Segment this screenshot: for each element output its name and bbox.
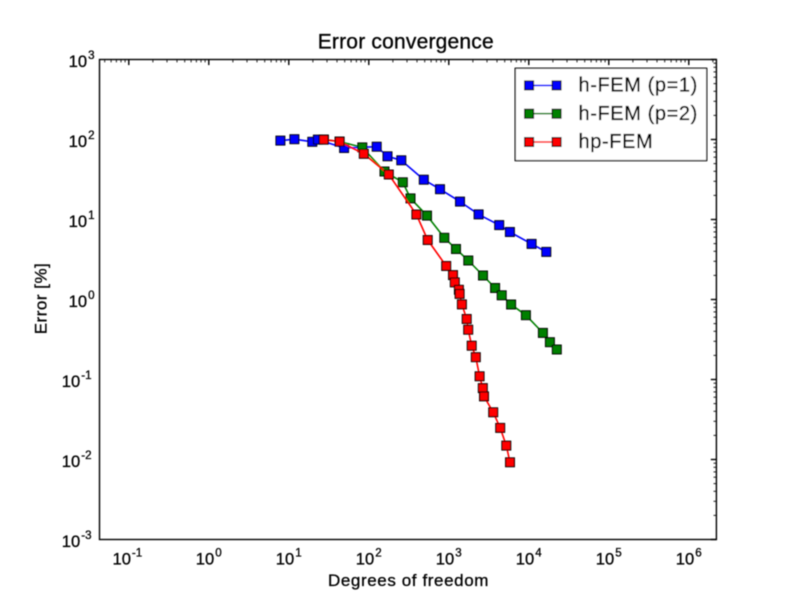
- svg-text:10: 10: [596, 550, 614, 569]
- svg-text:1: 1: [295, 546, 301, 559]
- svg-text:10: 10: [196, 550, 214, 569]
- svg-text:10: 10: [436, 550, 454, 569]
- svg-text:10: 10: [62, 532, 80, 551]
- svg-text:h-FEM (p=1): h-FEM (p=1): [579, 75, 698, 97]
- svg-text:-1: -1: [132, 546, 142, 559]
- svg-text:10: 10: [356, 550, 374, 569]
- svg-text:5: 5: [615, 546, 621, 559]
- svg-text:-3: -3: [81, 529, 91, 542]
- svg-text:4: 4: [535, 546, 542, 559]
- svg-text:6: 6: [695, 546, 701, 559]
- svg-text:3: 3: [455, 546, 461, 559]
- svg-text:Error [%]: Error [%]: [32, 263, 51, 335]
- svg-text:2: 2: [88, 129, 94, 142]
- svg-text:10: 10: [62, 452, 80, 471]
- svg-text:10: 10: [69, 292, 87, 311]
- svg-text:10: 10: [676, 550, 694, 569]
- svg-text:h-FEM (p=2): h-FEM (p=2): [579, 103, 698, 125]
- svg-text:10: 10: [69, 212, 87, 231]
- svg-text:0: 0: [88, 289, 94, 302]
- svg-text:-1: -1: [81, 369, 91, 382]
- svg-text:Error convergence: Error convergence: [318, 31, 494, 54]
- svg-text:10: 10: [113, 550, 131, 569]
- svg-text:10: 10: [516, 550, 534, 569]
- svg-text:-2: -2: [81, 449, 91, 462]
- svg-text:10: 10: [69, 132, 87, 151]
- svg-text:10: 10: [69, 52, 87, 71]
- svg-text:Degrees of freedom: Degrees of freedom: [328, 571, 489, 590]
- svg-text:10: 10: [62, 372, 80, 391]
- svg-text:2: 2: [375, 546, 381, 559]
- svg-text:hp-FEM: hp-FEM: [579, 131, 654, 153]
- svg-text:1: 1: [88, 209, 94, 222]
- svg-text:3: 3: [88, 49, 94, 62]
- svg-text:0: 0: [215, 546, 221, 559]
- svg-text:10: 10: [276, 550, 294, 569]
